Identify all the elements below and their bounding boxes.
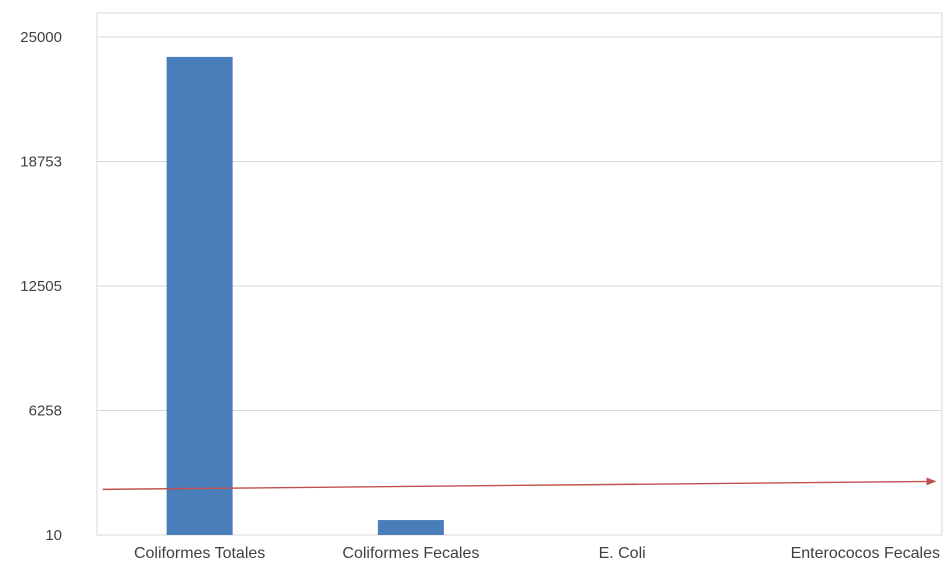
bar-coliformes-fecales: [377, 520, 444, 535]
y-tick-label: 10: [45, 527, 62, 544]
plot-frame: [96, 12, 943, 536]
reference-arrow-layer: [102, 477, 937, 491]
y-axis-tick-labels: 10 6258 12505 18753 25000: [20, 29, 62, 544]
x-axis-category-labels: Coliformes Totales Coliformes Fecales E. C…: [134, 545, 940, 562]
reference-arrow: [102, 477, 937, 491]
bars: [166, 56, 444, 535]
y-tick-label: 6258: [29, 402, 62, 419]
x-category-label: Enterococos Fecales: [791, 545, 940, 562]
x-category-label: Coliformes Totales: [134, 545, 265, 562]
x-category-label: E. Coli: [599, 545, 646, 562]
x-category-label: Coliformes Fecales: [342, 545, 479, 562]
bar-coliformes-totales: [166, 56, 233, 535]
y-tick-label: 25000: [20, 29, 62, 46]
y-tick-label: 18753: [20, 153, 62, 170]
y-tick-label: 12505: [20, 278, 62, 295]
gridlines: [97, 36, 942, 411]
